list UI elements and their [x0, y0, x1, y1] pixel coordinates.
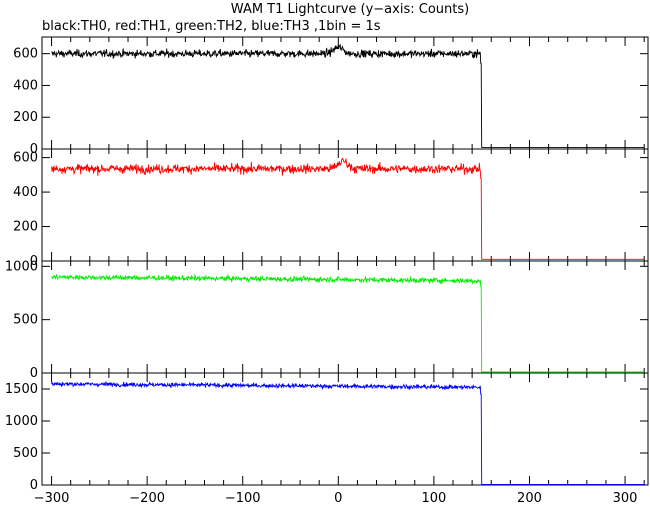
y-tick-label: 200: [13, 220, 38, 235]
panel-th1: 0 200 400 600: [13, 148, 649, 269]
y-tick-label: 0: [30, 254, 38, 269]
panel-th0: 0 200 400 600: [13, 36, 649, 157]
chart-title: WAM T1 Lightcurve (y−axis: Counts): [231, 2, 469, 17]
y-tick-label: 400: [13, 185, 38, 200]
series-line-th1: [51, 157, 645, 260]
panel-th2: 0 500 1000: [5, 259, 649, 381]
panel-frame: [41, 148, 649, 262]
x-tick-label: −100: [225, 491, 261, 505]
x-tick-label: 0: [334, 491, 342, 505]
y-tick-label: 200: [13, 110, 38, 125]
x-tick-label: −200: [129, 491, 165, 505]
series-line-th0: [51, 43, 645, 148]
y-tick-label: 0: [30, 478, 38, 493]
y-tick-label: 1000: [5, 259, 38, 274]
x-tick-label: 300: [613, 491, 638, 505]
series-line-th2: [51, 273, 645, 373]
chart-subtitle: black:TH0, red:TH1, green:TH2, blue:TH3 …: [42, 19, 381, 34]
x-tick-label: 100: [421, 491, 446, 505]
y-tick-label: 1500: [5, 382, 38, 397]
y-tick-label: 500: [13, 313, 38, 328]
y-tick-label: 500: [13, 446, 38, 461]
panels-group: 0200400600020040060005001000050010001500…: [5, 36, 649, 505]
y-tick-label: 0: [30, 142, 38, 157]
y-tick-label: 1000: [5, 414, 38, 429]
series-line-th3: [51, 380, 645, 485]
panel-frame: [41, 372, 649, 486]
y-tick-label: 0: [30, 366, 38, 381]
y-tick-label: 600: [13, 47, 38, 62]
x-tick-label: −300: [34, 491, 70, 505]
y-tick-label: 400: [13, 78, 38, 93]
panel-th3: 0 500 1000 1500: [5, 372, 649, 493]
y-tick-label: 600: [13, 151, 38, 166]
x-tick-label: 200: [517, 491, 542, 505]
